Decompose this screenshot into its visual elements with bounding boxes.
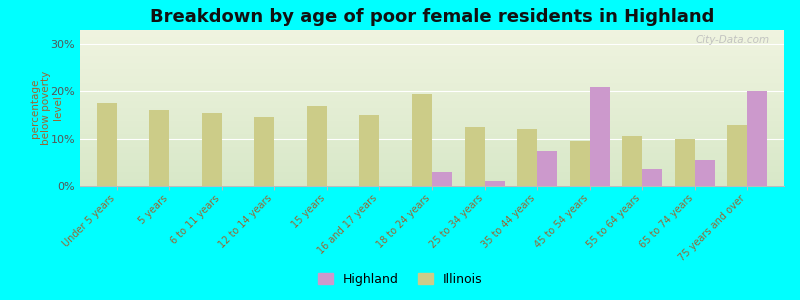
Legend: Highland, Illinois: Highland, Illinois: [313, 268, 487, 291]
Bar: [307, 106, 327, 186]
Bar: [359, 115, 379, 186]
Bar: [747, 92, 767, 186]
Bar: [202, 113, 222, 186]
Bar: [674, 139, 694, 186]
Bar: [254, 118, 274, 186]
Text: City-Data.com: City-Data.com: [696, 35, 770, 45]
Bar: [485, 181, 505, 186]
Title: Breakdown by age of poor female residents in Highland: Breakdown by age of poor female resident…: [150, 8, 714, 26]
Bar: [150, 110, 170, 186]
Bar: [570, 141, 590, 186]
Bar: [412, 94, 432, 186]
Bar: [642, 169, 662, 186]
Y-axis label: percentage
below poverty
level: percentage below poverty level: [30, 71, 63, 145]
Bar: [432, 172, 452, 186]
Bar: [694, 160, 714, 186]
Bar: [727, 124, 747, 186]
Bar: [590, 87, 610, 186]
Bar: [465, 127, 485, 186]
Bar: [517, 129, 537, 186]
Bar: [537, 151, 557, 186]
Bar: [622, 136, 642, 186]
Bar: [97, 103, 117, 186]
